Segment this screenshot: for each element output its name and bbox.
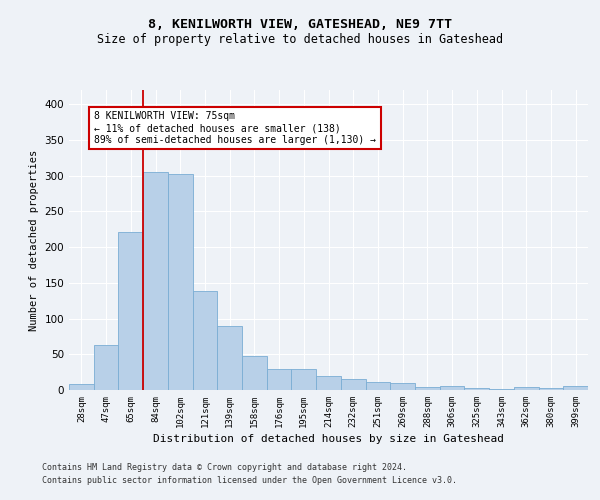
- Bar: [267, 368, 292, 390]
- Bar: [242, 356, 267, 390]
- Bar: [69, 384, 94, 390]
- Bar: [217, 326, 242, 390]
- Bar: [365, 382, 390, 390]
- Bar: [415, 387, 440, 390]
- Bar: [341, 380, 365, 390]
- Bar: [514, 387, 539, 390]
- Text: Contains public sector information licensed under the Open Government Licence v3: Contains public sector information licen…: [42, 476, 457, 485]
- Text: 8 KENILWORTH VIEW: 75sqm
← 11% of detached houses are smaller (138)
89% of semi-: 8 KENILWORTH VIEW: 75sqm ← 11% of detach…: [94, 112, 376, 144]
- Text: 8, KENILWORTH VIEW, GATESHEAD, NE9 7TT: 8, KENILWORTH VIEW, GATESHEAD, NE9 7TT: [148, 18, 452, 30]
- Bar: [193, 290, 217, 390]
- Bar: [118, 232, 143, 390]
- Bar: [94, 345, 118, 390]
- Bar: [168, 174, 193, 390]
- Bar: [489, 388, 514, 390]
- Text: Contains HM Land Registry data © Crown copyright and database right 2024.: Contains HM Land Registry data © Crown c…: [42, 462, 407, 471]
- Bar: [539, 388, 563, 390]
- Bar: [292, 368, 316, 390]
- Bar: [143, 172, 168, 390]
- Text: Size of property relative to detached houses in Gateshead: Size of property relative to detached ho…: [97, 32, 503, 46]
- Bar: [464, 388, 489, 390]
- Bar: [390, 383, 415, 390]
- Bar: [316, 376, 341, 390]
- Bar: [440, 386, 464, 390]
- X-axis label: Distribution of detached houses by size in Gateshead: Distribution of detached houses by size …: [153, 434, 504, 444]
- Y-axis label: Number of detached properties: Number of detached properties: [29, 150, 39, 330]
- Bar: [563, 386, 588, 390]
